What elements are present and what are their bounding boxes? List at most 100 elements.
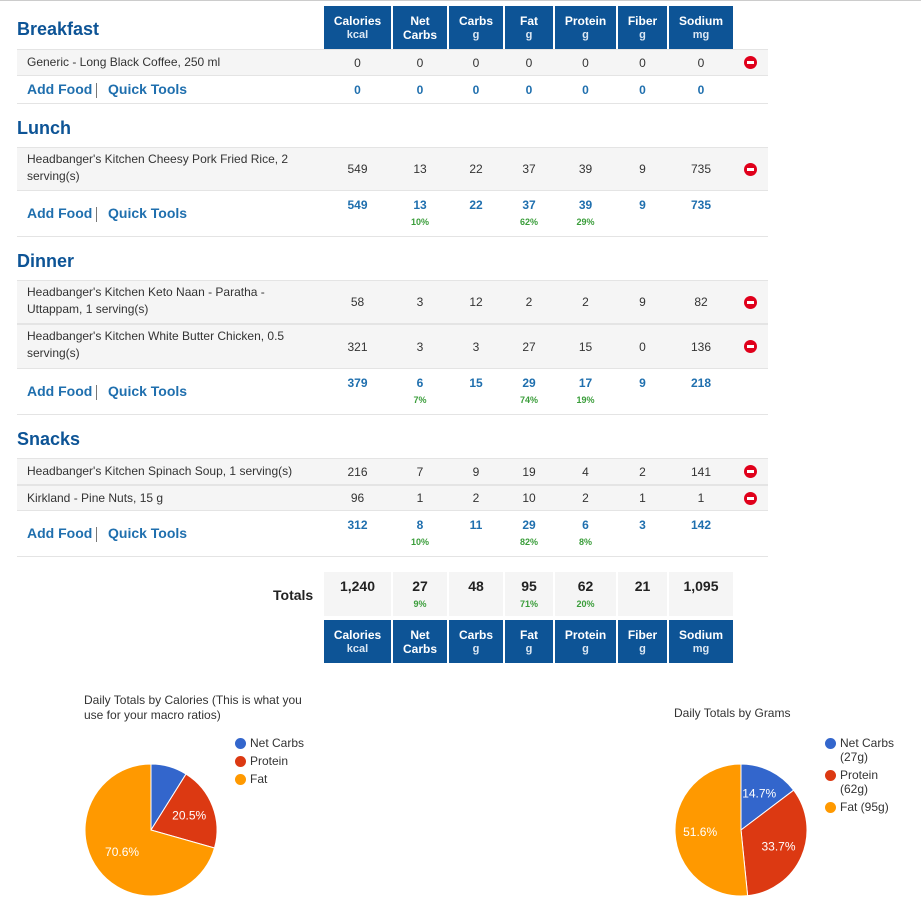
meal-total-fiber: 9	[639, 376, 646, 390]
meal-pct-net: 10%	[410, 537, 429, 547]
food-name[interactable]: Headbanger's Kitchen White Butter Chicke…	[27, 328, 317, 362]
grand-total-sodium: 1,095	[683, 578, 719, 594]
food-value-fiber: 0	[639, 55, 646, 70]
legend-dot-fat	[235, 774, 246, 785]
add-food-link[interactable]: Add Food	[27, 81, 93, 97]
remove-food-icon[interactable]	[744, 295, 757, 309]
food-value-protein: 39	[578, 162, 593, 176]
pie-label-fat: 70.6%	[105, 845, 139, 859]
totals-cell-bg	[555, 572, 616, 616]
add-food-link[interactable]: Add Food	[27, 205, 93, 221]
quick-tools-link[interactable]: Quick Tools	[108, 205, 188, 221]
header-line2: kcal	[346, 642, 369, 655]
pie-slice-net-carbs	[150, 763, 187, 832]
header-line1: Sodium	[679, 627, 723, 642]
legend-dot-net_carbs	[235, 738, 246, 749]
meal-title-breakfast: Breakfast	[17, 19, 100, 39]
food-value-calories: 0	[354, 55, 361, 70]
meal-total-calories: 312	[347, 518, 368, 532]
grand-total-protein: 62	[577, 578, 594, 594]
legend-dot-fat	[825, 802, 836, 813]
totals-cell-bg	[393, 572, 447, 616]
food-value-sodium: 141	[690, 464, 712, 479]
remove-food-icon[interactable]	[744, 465, 757, 478]
meal-total-sodium: 0	[697, 83, 705, 97]
food-name-line2: Uttappam, 1 serving(s)	[27, 302, 149, 316]
header-line2: g	[639, 642, 646, 655]
header-line1: Net	[410, 13, 430, 28]
food-value-sodium: 82	[694, 295, 708, 309]
meal-total-net-carbs: 6	[416, 376, 424, 390]
header-line1: Net	[410, 627, 430, 642]
food-name[interactable]: Headbanger's Kitchen Keto Naan - Paratha…	[27, 284, 317, 318]
grand-total-net-carbs: 27	[412, 578, 428, 594]
meal-total-carbs: 15	[469, 376, 483, 390]
header-line2: g	[472, 642, 480, 655]
food-name[interactable]: Kirkland - Pine Nuts, 15 g	[27, 490, 317, 507]
food-value-protein: 4	[582, 464, 589, 479]
meal-pct-fat: 74%	[519, 395, 538, 405]
meal-total-net-carbs: 0	[416, 83, 424, 97]
food-row	[17, 147, 768, 191]
legend-label-net-carbs-grams: (27g)	[840, 750, 869, 764]
grand-total-fat: 95	[521, 578, 537, 594]
food-name-line1: Headbanger's Kitchen Keto Naan - Paratha…	[27, 285, 265, 299]
quick-tools-link[interactable]: Quick Tools	[108, 81, 188, 97]
meal-pct-fat: 82%	[519, 537, 538, 547]
meal-total-fat: 29	[522, 376, 536, 390]
meal-total-carbs: 11	[469, 518, 483, 532]
meal-total-fat: 29	[522, 518, 536, 532]
food-value-fat: 19	[522, 464, 536, 479]
meal-total-sodium: 218	[690, 376, 712, 390]
meal-total-calories: 379	[347, 376, 368, 390]
link-separator	[96, 527, 97, 542]
totals-cell-bg	[324, 572, 391, 616]
header-line1: Calories	[333, 13, 382, 28]
meal-total-fiber: 9	[639, 198, 646, 212]
meal-total-protein: 0	[582, 83, 589, 97]
food-value-carbs: 2	[472, 491, 480, 505]
remove-food-icon[interactable]	[744, 340, 757, 353]
add-food-link[interactable]: Add Food	[27, 525, 93, 541]
food-name[interactable]: Headbanger's Kitchen Cheesy Pork Fried R…	[27, 151, 317, 185]
legend-label-fat: Fat	[250, 772, 268, 786]
quick-tools-link[interactable]: Quick Tools	[108, 383, 188, 399]
legend-label-net-carbs: Net Carbs	[840, 736, 895, 750]
header-line2: g	[639, 28, 646, 41]
food-row	[17, 324, 768, 369]
header-line2: g	[472, 28, 480, 41]
grand-total-fiber: 21	[634, 578, 651, 594]
remove-food-icon[interactable]	[744, 56, 757, 69]
food-name-line1: Kirkland - Pine Nuts, 15 g	[27, 490, 164, 505]
section-divider	[17, 414, 768, 415]
food-value-fat: 2	[525, 295, 533, 309]
food-value-net-carbs: 3	[416, 295, 424, 309]
food-value-sodium: 1	[697, 491, 705, 505]
quick-tools-link[interactable]: Quick Tools	[108, 525, 188, 541]
legend-dot-net_carbs	[825, 738, 836, 749]
header-line2: Carbs	[402, 641, 437, 656]
food-value-carbs: 9	[472, 464, 480, 479]
legend-dot-protein	[235, 756, 246, 767]
top-header-protein: Protein g	[555, 6, 616, 49]
food-value-fat: 37	[522, 162, 536, 176]
grand-total-carbs: 48	[468, 578, 484, 594]
header-line2: g	[525, 28, 533, 41]
food-name[interactable]: Generic - Long Black Coffee, 250 ml	[27, 54, 317, 71]
header-line1: Carbs	[458, 13, 493, 28]
remove-food-icon[interactable]	[744, 491, 757, 505]
grand-pct-protein: 20%	[576, 599, 595, 609]
section-divider	[17, 236, 768, 237]
add-food-link[interactable]: Add Food	[27, 383, 93, 399]
chart-title-calories: Daily Totals by Calories (This is what y…	[84, 693, 302, 722]
meal-title-dinner: Dinner	[17, 251, 75, 271]
bottom-header-fiber: Fiber g	[618, 620, 667, 663]
meal-total-protein: 6	[582, 518, 589, 532]
food-name[interactable]: Headbanger's Kitchen Spinach Soup, 1 ser…	[27, 463, 317, 480]
pie-slice-fat	[84, 763, 216, 897]
remove-food-icon[interactable]	[744, 162, 757, 176]
food-row	[17, 485, 768, 511]
header-line2: mg	[692, 28, 710, 41]
legend-label-protein-grams: (62g)	[840, 782, 869, 796]
